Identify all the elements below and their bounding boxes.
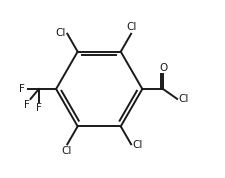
Text: Cl: Cl <box>132 140 142 150</box>
Text: Cl: Cl <box>178 94 188 104</box>
Text: O: O <box>158 63 166 73</box>
Text: F: F <box>19 84 25 94</box>
Text: Cl: Cl <box>126 22 137 32</box>
Text: Cl: Cl <box>55 28 66 38</box>
Text: F: F <box>24 100 29 110</box>
Text: Cl: Cl <box>61 146 72 156</box>
Text: F: F <box>36 103 42 113</box>
